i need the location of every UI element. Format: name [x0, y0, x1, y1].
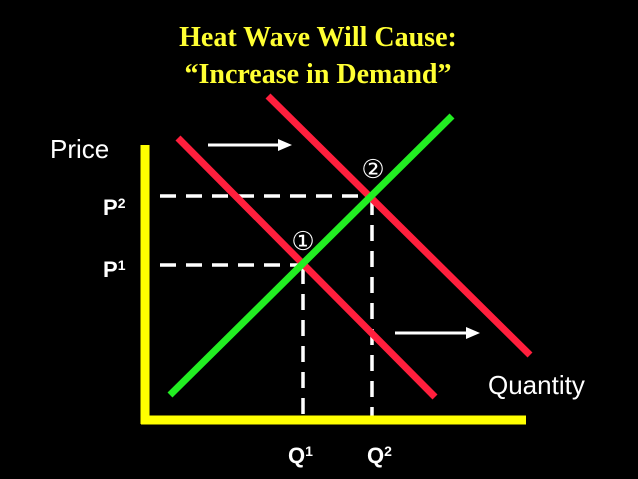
- price-label: P2: [103, 195, 126, 220]
- label-part: 1: [305, 443, 313, 459]
- label-part: Q: [367, 443, 384, 468]
- equilibrium-marker: ①: [291, 227, 314, 257]
- demand-curve: [265, 93, 533, 358]
- y-axis-label: Price: [50, 134, 109, 164]
- quantity-label: Q2: [367, 443, 392, 468]
- label-part: Q: [288, 443, 305, 468]
- label-part: P: [103, 257, 118, 282]
- label-part: P: [103, 195, 118, 220]
- label-part: 1: [118, 257, 126, 273]
- equilibrium-marker: ②: [361, 155, 384, 185]
- quantity-label: Q1: [288, 443, 313, 468]
- label-part: 2: [384, 443, 392, 459]
- shift-arrow: [208, 139, 292, 151]
- supply-curve: [167, 113, 455, 398]
- demand-curve: [175, 135, 438, 400]
- title-line: Heat Wave Will Cause:: [179, 22, 457, 53]
- title-line: “Increase in Demand”: [184, 59, 451, 90]
- x-axis-label: Quantity: [488, 370, 585, 400]
- price-label: P1: [103, 257, 126, 282]
- label-part: 2: [118, 195, 126, 211]
- shift-arrow: [395, 327, 480, 339]
